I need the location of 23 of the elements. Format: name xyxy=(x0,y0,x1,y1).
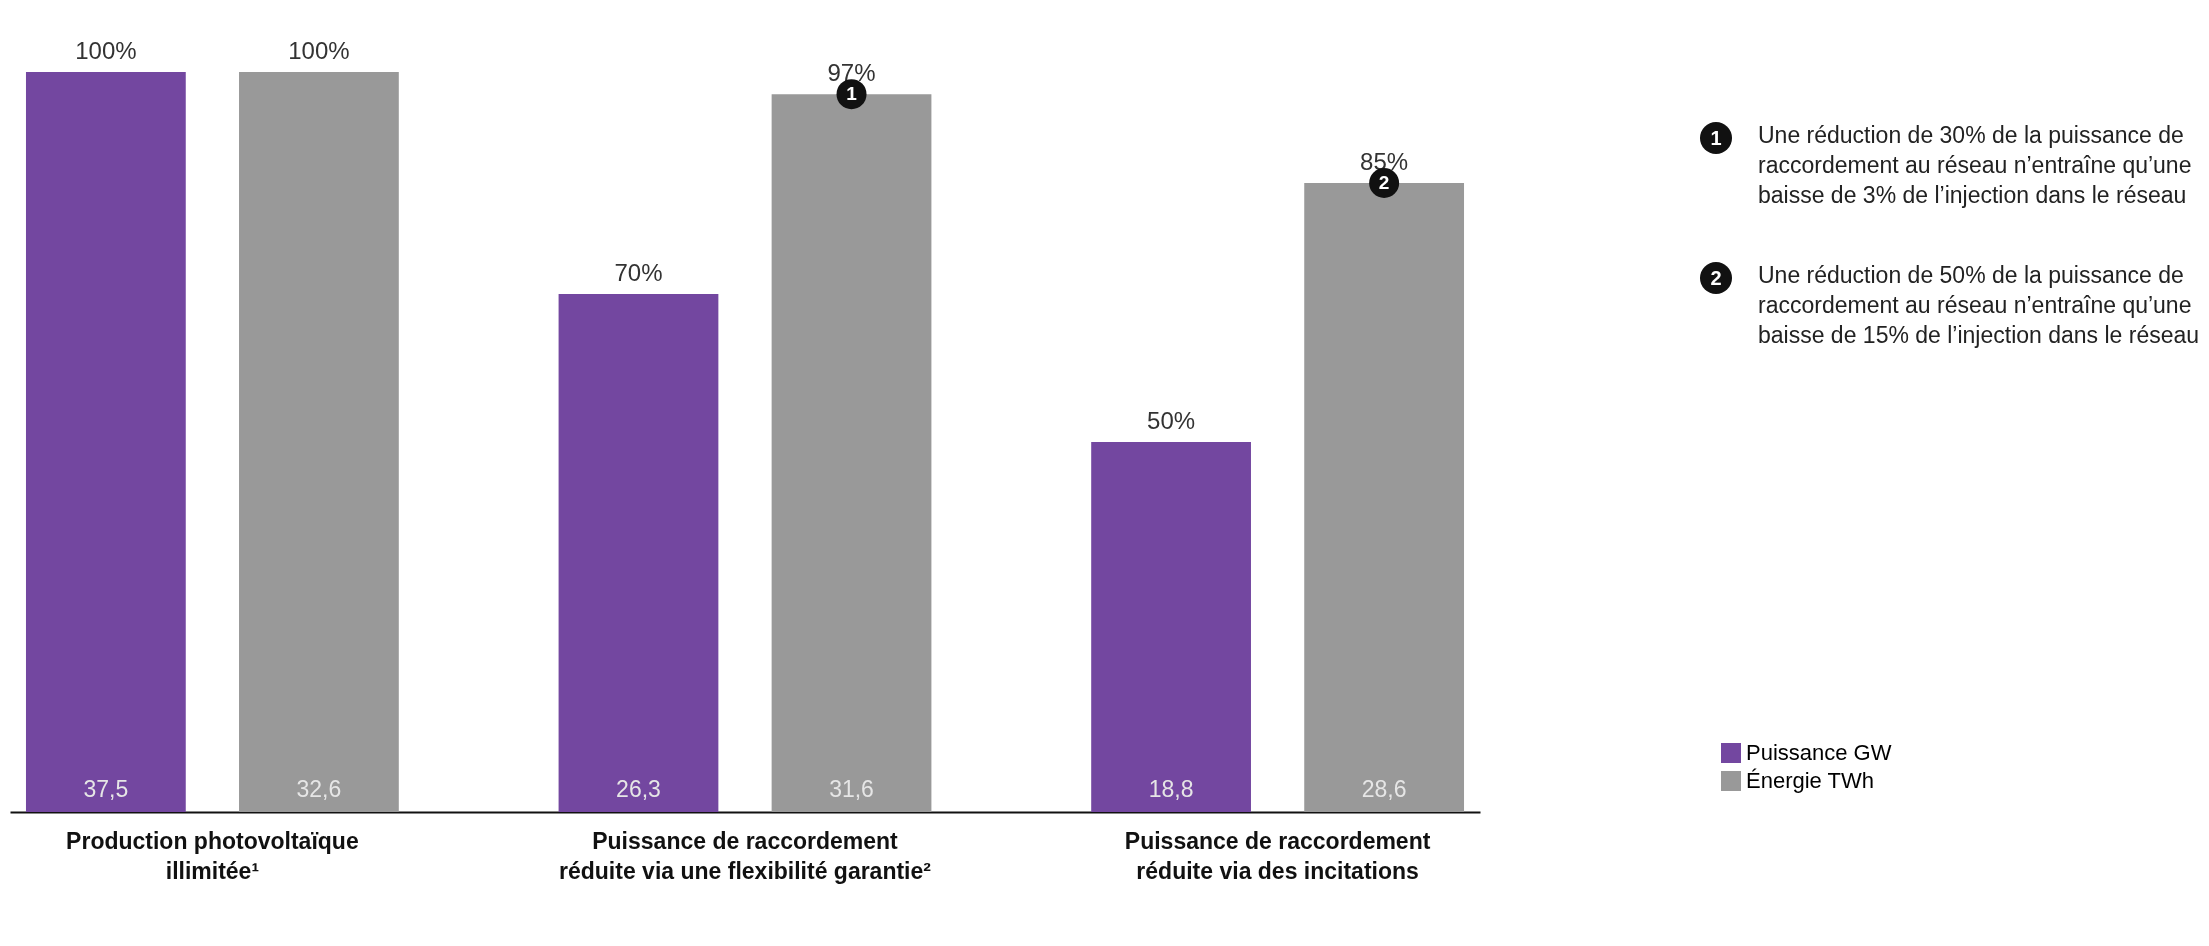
annotation: 37,5 xyxy=(83,776,129,802)
annotation: 18,8 xyxy=(1148,776,1194,802)
x-tick-label: Production photovoltaïque illimitée¹ xyxy=(66,827,359,884)
bar xyxy=(558,294,719,812)
legend-label: Puissance GW xyxy=(1746,740,1892,765)
data-label: 100% xyxy=(75,37,137,64)
x-tick-label: Puissance de raccordement réduite via une flexibilité garantie² xyxy=(559,827,932,884)
text: Une réduction de 50% de la puissance de raccordement au réseau n’entraîne qu’une baisse de 15% de l’injection dans le réseau xyxy=(1758,261,2200,350)
annotation: 32,6 xyxy=(296,776,342,802)
bar xyxy=(239,72,399,812)
data-label: 50% xyxy=(1147,407,1196,434)
x-tick-label: Puissance de raccordement réduite via des incitations xyxy=(1124,827,1431,884)
annotation: 26,3 xyxy=(616,776,661,802)
bar xyxy=(1091,442,1251,812)
bar xyxy=(25,72,186,812)
data-label: 100% xyxy=(288,37,350,64)
data-label: 85% xyxy=(1360,148,1409,175)
data-label: 70% xyxy=(614,259,663,286)
annotation: 31,6 xyxy=(829,776,874,802)
text: Une réduction de 30% de la puissance de raccordement au réseau n’entraîne qu’une baisse de 3% de l’injection dans le réseau xyxy=(1758,121,2193,210)
annotation: 28,6 xyxy=(1361,776,1407,802)
annotation: 2 xyxy=(1378,172,1390,193)
legend-label: Énergie TWh xyxy=(1746,768,1874,793)
